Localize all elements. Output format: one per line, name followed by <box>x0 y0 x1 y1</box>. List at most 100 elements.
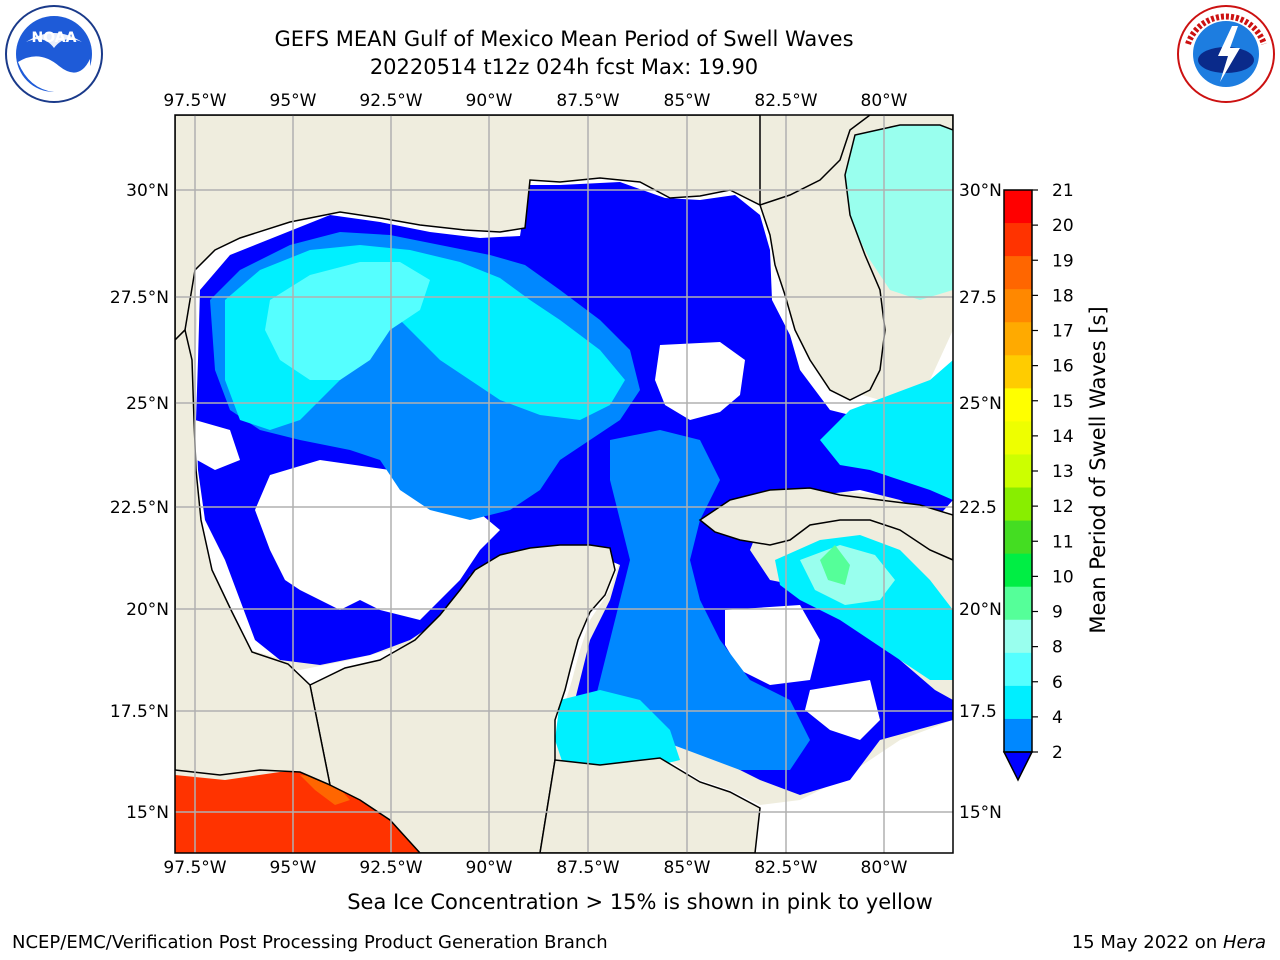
colorbar-swatch <box>1004 355 1032 389</box>
colorbar-swatch <box>1004 553 1032 588</box>
date-prefix: 15 May 2022 on <box>1071 932 1223 953</box>
lat-label-right: 17.5 <box>959 702 997 722</box>
land-cuba <box>698 487 953 561</box>
swell-band-6-8-east <box>820 360 953 500</box>
lon-label-bottom: 80°W <box>861 858 908 878</box>
lat-label-right: 15°N <box>959 803 1002 823</box>
colorbar-tick-label: 16 <box>1052 357 1074 377</box>
land-central-america <box>539 757 761 853</box>
land-mexico-west <box>175 328 332 787</box>
colorbar-tick-label: 4 <box>1052 708 1063 728</box>
map-frame <box>174 114 954 854</box>
noaa-logo-icon: NOAA <box>5 5 103 103</box>
lon-label-top: 80°W <box>861 91 908 111</box>
colorbar-swatch <box>1004 322 1032 356</box>
lat-label-left: 30°N <box>126 181 169 201</box>
colorbar-tick-label: 21 <box>1052 181 1074 201</box>
lon-labels-bottom: 97.5°W 95°W 92.5°W 90°W 87.5°W 85°W 82.5… <box>163 858 907 878</box>
colorbar-swatch <box>1004 289 1032 323</box>
colorbar-swatch <box>1004 586 1032 621</box>
chart-title: GEFS MEAN Gulf of Mexico Mean Period of … <box>274 27 854 51</box>
lon-labels-top: 97.5°W 95°W 92.5°W 90°W 87.5°W 85°W 82.5… <box>163 91 907 111</box>
swell-band-8-9-east <box>840 120 953 300</box>
no-data-gap-caribbean <box>725 605 820 685</box>
machine-name: Hera <box>1222 932 1266 953</box>
colorbar-tick-label: 10 <box>1052 567 1074 587</box>
colorbar-tick-label: 13 <box>1052 462 1074 482</box>
colorbar-tick-label: 2 <box>1052 743 1063 763</box>
lon-label-top: 95°W <box>270 91 317 111</box>
lon-label-bottom: 82.5°W <box>754 858 817 878</box>
lon-label-top: 97.5°W <box>163 91 226 111</box>
colorbar-swatch <box>1004 223 1032 257</box>
lon-label-bottom: 95°W <box>270 858 317 878</box>
lon-label-top: 82.5°W <box>754 91 817 111</box>
lat-label-right: 25°N <box>959 394 1002 414</box>
credit-text: NCEP/EMC/Verification Post Processing Pr… <box>12 932 608 953</box>
lon-label-bottom: 87.5°W <box>556 858 619 878</box>
chart-subtitle: 20220514 t12z 024h fcst Max: 19.90 <box>369 55 759 79</box>
lat-labels-left: 30°N 27.5°N 25°N 22.5°N 20°N 17.5°N 15°N <box>110 181 169 823</box>
noaa-logo-text: NOAA <box>32 30 77 46</box>
colorbar-tick-label: 19 <box>1052 251 1074 271</box>
lat-label-left: 27.5°N <box>110 288 169 308</box>
sea-ice-caption: Sea Ice Concentration > 15% is shown in … <box>347 890 933 914</box>
lat-label-left: 15°N <box>126 803 169 823</box>
colorbar-tick-label: 9 <box>1052 603 1063 623</box>
colorbar-tick-label: 15 <box>1052 392 1074 412</box>
lon-label-top: 90°W <box>466 91 513 111</box>
graticule <box>175 115 953 853</box>
lat-label-left: 22.5°N <box>110 498 169 518</box>
no-data-gap-east <box>655 342 745 420</box>
colorbar-swatch <box>1004 652 1032 687</box>
nws-logo-icon <box>1177 5 1275 103</box>
colorbar-tick-label: 14 <box>1052 427 1074 447</box>
colorbar-swatch <box>1004 421 1032 455</box>
lon-label-bottom: 97.5°W <box>163 858 226 878</box>
colorbar-label: Mean Period of Swell Waves [s] <box>1086 306 1110 633</box>
land-florida <box>759 115 953 401</box>
date-text: 15 May 2022 on Hera <box>1072 932 1266 953</box>
colorbar-tick-label: 6 <box>1052 673 1063 693</box>
colorbar-tick-label: 20 <box>1052 216 1074 236</box>
swell-band-4-6-south <box>590 430 810 770</box>
lon-label-top: 85°W <box>664 91 711 111</box>
colorbar-extend-triangle <box>1002 751 1034 782</box>
lat-labels-right: 30°N 27.5 25°N 22.5 20°N 17.5 15°N <box>959 181 1002 823</box>
map-plot-area <box>175 115 953 853</box>
lat-label-right: 20°N <box>959 600 1002 620</box>
lat-label-right: 22.5 <box>959 498 997 518</box>
colorbar-tick-label: 18 <box>1052 286 1074 306</box>
no-data-gap-sw <box>195 420 240 470</box>
lat-label-left: 25°N <box>126 394 169 414</box>
colorbar-swatch <box>1004 256 1032 290</box>
lon-label-bottom: 90°W <box>466 858 513 878</box>
lon-label-bottom: 92.5°W <box>359 858 422 878</box>
lat-label-right: 27.5 <box>959 288 997 308</box>
colorbar-swatch <box>1004 454 1032 489</box>
colorbar: 21 20 19 18 17 16 15 14 13 12 11 10 9 8 6 4 2 <box>1002 181 1074 782</box>
swell-band-9-10-caribbean <box>820 545 850 585</box>
lon-label-top: 87.5°W <box>556 91 619 111</box>
land-us-coast <box>175 115 761 342</box>
swell-band-8-9 <box>265 262 430 380</box>
colorbar-tick-label: 12 <box>1052 497 1074 517</box>
lat-label-left: 17.5°N <box>110 702 169 722</box>
lat-label-right: 30°N <box>959 181 1002 201</box>
no-data-gap-south <box>805 680 880 740</box>
lon-label-bottom: 85°W <box>664 858 711 878</box>
land-yucatan <box>309 544 616 853</box>
colorbar-swatch <box>1004 520 1032 555</box>
colorbar-swatch <box>1004 685 1032 720</box>
colorbar-tick-label: 17 <box>1052 322 1074 342</box>
colorbar-swatch <box>1004 190 1032 224</box>
swell-band-20-21-pacific <box>300 775 350 805</box>
colorbar-swatch <box>1004 388 1032 422</box>
lon-label-top: 92.5°W <box>359 91 422 111</box>
colorbar-tick-label: 8 <box>1052 638 1063 658</box>
no-data-gap-west <box>255 460 500 620</box>
colorbar-swatch <box>1004 619 1032 654</box>
colorbar-swatch <box>1004 718 1032 753</box>
lat-label-left: 20°N <box>126 600 169 620</box>
